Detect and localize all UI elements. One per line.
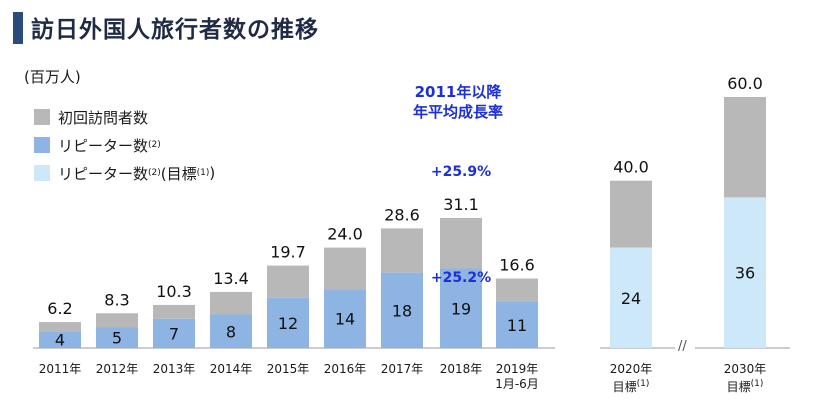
growth-total-label: +25.9% xyxy=(431,164,491,180)
bar-first-visit xyxy=(39,322,81,332)
growth-note-line1: 2011年以降 xyxy=(414,83,502,101)
bar-repeater-target xyxy=(610,247,652,348)
data-label-repeater: 7 xyxy=(169,324,179,343)
data-label-total: 10.3 xyxy=(156,282,192,301)
bar-first-visit xyxy=(724,97,766,198)
legend: 初回訪問者数 リピーター数 (2) リピーター数 (2) (目標 (1)) xyxy=(34,106,215,190)
title-accent-bar xyxy=(13,12,23,44)
legend-sup-repeater-target: (2) xyxy=(148,168,161,178)
data-label-total: 16.6 xyxy=(499,256,535,275)
data-label-total: 40.0 xyxy=(613,158,649,177)
bar-repeater xyxy=(381,272,423,348)
bar-repeater xyxy=(496,301,538,348)
legend-swatch-repeater xyxy=(34,137,50,153)
x-tick-label: 2019年 1月-6月 xyxy=(495,362,539,391)
growth-repeater-label: +25.2% xyxy=(431,270,491,286)
legend-label-first-visit: 初回訪問者数 xyxy=(58,108,149,127)
x-tick-label: 2016年 xyxy=(323,362,367,376)
x-tick-label: 2014年 xyxy=(209,362,253,376)
legend-suffix-end: ) xyxy=(209,164,216,182)
data-label-total: 28.6 xyxy=(384,205,420,224)
bar-repeater-target xyxy=(724,197,766,348)
legend-label-repeater-target: リピーター数 xyxy=(58,164,149,183)
legend-sup-repeater: (2) xyxy=(148,140,161,150)
bar-first-visit xyxy=(610,180,652,248)
legend-suffix-sup: (1) xyxy=(196,168,210,178)
data-label-total: 31.1 xyxy=(443,195,479,214)
x-tick-label: 2015年 xyxy=(266,362,310,376)
data-label-repeater: 19 xyxy=(451,299,471,318)
bar-repeater xyxy=(324,289,366,348)
x-tick-label: 2030年 目標(1) xyxy=(723,362,767,394)
x-tick-label: 2017年 xyxy=(380,362,424,376)
data-label-repeater: 12 xyxy=(278,314,298,333)
data-label-repeater: 24 xyxy=(621,289,641,308)
bar-repeater xyxy=(440,268,482,348)
x-tick-label: 2011年 xyxy=(38,362,82,376)
bar-repeater xyxy=(96,327,138,348)
growth-note: 2011年以降 年平均成長率 xyxy=(388,82,528,122)
legend-swatch-first-visit xyxy=(34,109,50,125)
bar-first-visit xyxy=(210,291,252,315)
data-label-repeater: 5 xyxy=(112,329,122,348)
unit-label: (百万人) xyxy=(24,68,81,86)
data-label-repeater: 11 xyxy=(507,316,527,335)
page-title: 訪日外国人旅行者数の推移 xyxy=(31,17,319,43)
bar-first-visit xyxy=(496,278,538,302)
x-tick-label: 2020年 目標(1) xyxy=(609,362,653,394)
bar-first-visit xyxy=(381,228,423,273)
legend-swatch-repeater-target xyxy=(34,165,50,181)
bar-repeater xyxy=(39,331,81,348)
data-label-repeater: 18 xyxy=(392,301,412,320)
bar-first-visit xyxy=(153,304,195,319)
x-tick-label: 2018年 xyxy=(439,362,483,376)
legend-label-repeater: リピーター数 xyxy=(58,136,149,155)
data-label-repeater: 8 xyxy=(226,322,236,341)
legend-item-repeater-target: リピーター数 (2) (目標 (1)) xyxy=(34,162,215,184)
x-tick-label: 2012年 xyxy=(95,362,139,376)
data-label-total: 19.7 xyxy=(270,243,306,262)
data-label-repeater: 36 xyxy=(735,264,755,283)
legend-item-first-visit: 初回訪問者数 xyxy=(34,106,215,128)
axis-break-mark: // xyxy=(678,339,687,354)
legend-suffix-target: (目標 xyxy=(160,164,197,183)
data-label-total: 6.2 xyxy=(47,299,72,318)
data-label-total: 13.4 xyxy=(213,269,249,288)
x-tick-label: 2013年 xyxy=(152,362,196,376)
bar-first-visit xyxy=(267,265,309,298)
legend-item-repeater: リピーター数 (2) xyxy=(34,134,215,156)
bar-repeater xyxy=(267,297,309,348)
data-label-repeater: 4 xyxy=(55,331,65,350)
bar-repeater xyxy=(153,318,195,348)
data-label-repeater: 14 xyxy=(335,310,355,329)
bar-repeater xyxy=(210,314,252,348)
bar-first-visit xyxy=(96,313,138,328)
data-label-total: 60.0 xyxy=(727,74,763,93)
growth-note-line2: 年平均成長率 xyxy=(412,103,503,121)
data-label-total: 8.3 xyxy=(104,290,129,309)
data-label-total: 24.0 xyxy=(327,225,363,244)
bar-first-visit xyxy=(324,247,366,290)
bar-first-visit xyxy=(440,217,482,269)
